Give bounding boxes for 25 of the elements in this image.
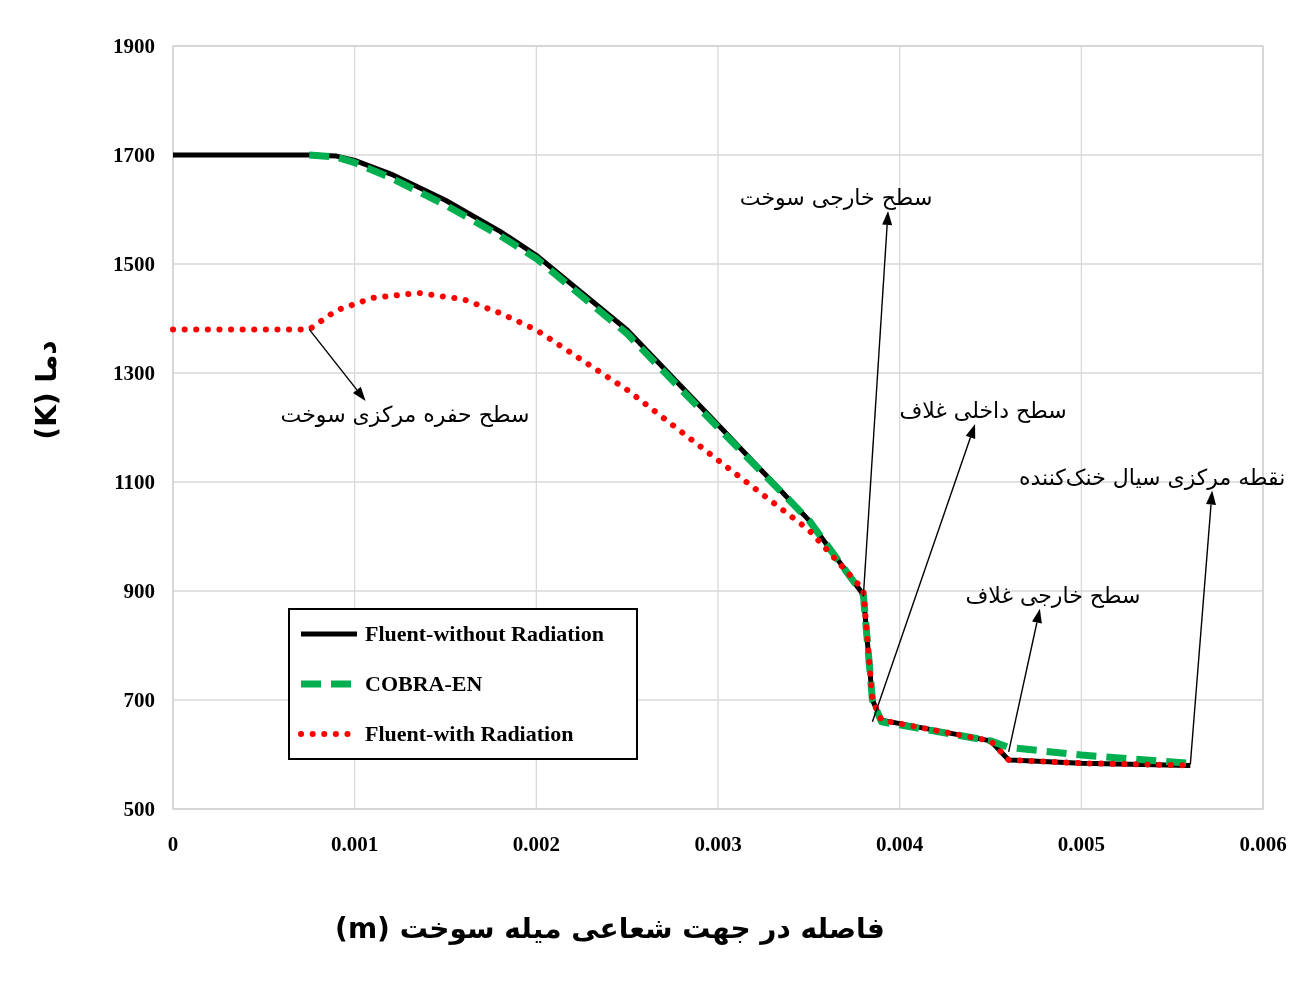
annotation: سطح داخلی غلاف	[899, 398, 1067, 424]
x-tick-label: 0	[167, 832, 179, 856]
legend-label: Fluent-with Radiation	[365, 721, 574, 746]
y-tick-label: 700	[123, 688, 155, 712]
y-tick-label: 1100	[114, 470, 155, 494]
y-axis-title: دما (K)	[30, 340, 63, 440]
x-axis-title: فاصله در جهت شعاعی میله سوخت (m)	[335, 912, 885, 945]
x-tick-label: 0.001	[331, 832, 379, 856]
annotation: سطح خارجی سوخت	[739, 184, 933, 210]
x-tick-label: 0.006	[1239, 832, 1287, 856]
annotation: نقطه مرکزی سیال خنک‌کننده	[1019, 464, 1286, 490]
y-tick-label: 500	[123, 797, 155, 821]
legend-label: COBRA-EN	[365, 671, 483, 696]
legend-label: Fluent-without Radiation	[365, 621, 604, 646]
x-tick-label: 0.005	[1057, 832, 1105, 856]
y-tick-label: 1300	[113, 361, 155, 385]
x-tick-label: 0.004	[876, 832, 924, 856]
annotation: سطح حفره مرکزی سوخت	[280, 401, 530, 427]
annotation: سطح خارجی غلاف	[965, 582, 1141, 608]
y-tick-label: 1500	[113, 252, 155, 276]
y-tick-label: 1900	[113, 34, 155, 58]
x-tick-label: 0.003	[694, 832, 742, 856]
x-tick-label: 0.002	[512, 832, 560, 856]
y-tick-label: 1700	[113, 143, 155, 167]
y-tick-label: 900	[123, 579, 155, 603]
